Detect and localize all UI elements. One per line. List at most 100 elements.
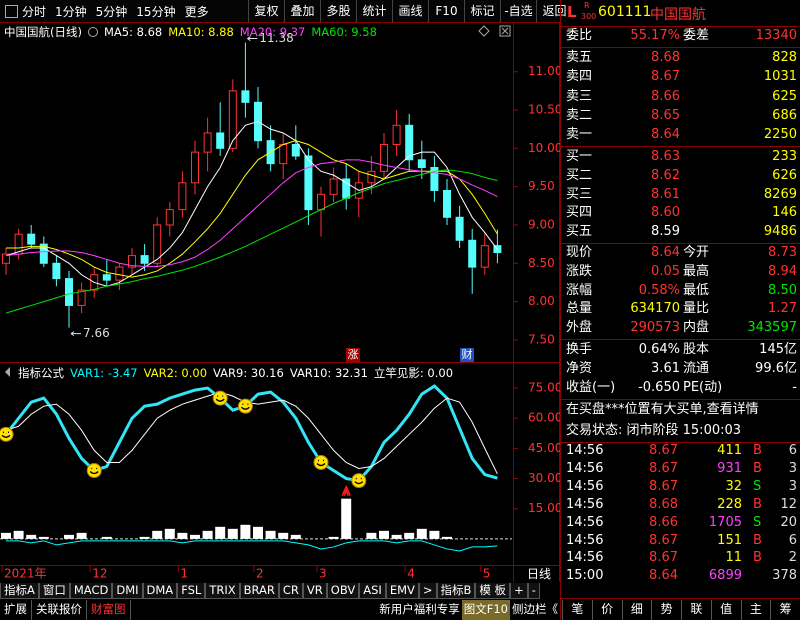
panel-divider [560, 0, 561, 620]
toolbar-button[interactable]: 叠加 [284, 0, 320, 22]
toolbar-button[interactable]: 画线 [392, 0, 428, 22]
indicator-bar [341, 498, 352, 539]
trade-time: 14:56 [566, 460, 604, 476]
event-marker[interactable]: 财 [460, 348, 474, 362]
footer-link[interactable]: 图文F10 [461, 600, 510, 620]
indicator-tab[interactable]: MACD [69, 583, 113, 599]
footer-tab[interactable]: 扩展 [0, 600, 32, 620]
trade-side: B [753, 550, 762, 566]
trade-side: B [753, 496, 762, 512]
indicator-tab[interactable]: > [418, 583, 437, 599]
trade-price: 8.67 [649, 532, 678, 548]
candle-body [329, 178, 338, 195]
indicator-tab[interactable]: 窗口 [38, 583, 70, 599]
side-tab[interactable]: 筹 [770, 600, 800, 620]
x-tick-label: 12 [92, 567, 107, 581]
indicator-tab[interactable]: - [527, 583, 540, 599]
x-tick-label: 3 [319, 567, 327, 581]
indicator-tab[interactable]: FSL [177, 583, 206, 599]
book-volume: 233 [772, 149, 797, 164]
book-price: 8.65 [651, 107, 680, 123]
indicator-tab[interactable]: DMA [142, 583, 178, 599]
period-tab[interactable]: 5分钟 [95, 4, 128, 19]
indicator-tab[interactable]: ASI [359, 583, 386, 599]
indicator-tab[interactable]: 模 板 [475, 583, 511, 599]
diamond-icon[interactable] [478, 25, 490, 37]
quote-value: 1.27 [768, 301, 797, 317]
annotation-arrow [247, 36, 258, 41]
trade-time: 14:56 [566, 496, 604, 512]
candle-body [417, 159, 426, 168]
quote-label: 最低 [683, 282, 710, 298]
side-tab[interactable]: 细 [621, 600, 652, 620]
quote-value: 55.17% [630, 28, 680, 43]
book-label: 卖二 [566, 107, 593, 123]
side-tab[interactable]: 笔 [562, 600, 592, 620]
indicator-bar [1, 532, 11, 539]
side-tab[interactable]: 价 [591, 600, 622, 620]
close-icon[interactable] [499, 25, 511, 37]
side-tab[interactable]: 联 [681, 600, 711, 620]
period-tab[interactable]: 更多 [184, 4, 209, 19]
collapse-icon[interactable] [5, 367, 10, 377]
quote-label: 委比 [566, 28, 593, 43]
indicator-bar [13, 530, 24, 539]
footer-tab[interactable]: 财富图 [87, 600, 131, 620]
settings-icon[interactable] [87, 27, 98, 37]
candle-body [203, 132, 212, 153]
period-tab[interactable]: 分时 [22, 4, 47, 19]
toolbar-button[interactable]: F10 [428, 0, 464, 22]
trade-count: 6 [788, 443, 797, 458]
book-volume: 828 [772, 50, 797, 65]
footer-link[interactable]: 侧边栏《 [512, 602, 558, 616]
indicator-tab[interactable]: TRIX [205, 583, 240, 599]
indicator-tab[interactable]: EMV [385, 583, 419, 599]
indicator-tab[interactable]: DMI [112, 583, 143, 599]
indicator-tab[interactable]: CR [278, 583, 303, 599]
side-tab[interactable]: 主 [740, 600, 771, 620]
separator [561, 26, 800, 27]
indicator-tab[interactable]: + [510, 583, 528, 599]
trade-side: S [753, 514, 762, 530]
event-marker[interactable]: 涨 [346, 348, 360, 362]
y-tick-label: 8.50 [528, 256, 555, 270]
indicator-tab[interactable]: 指标A [0, 583, 39, 599]
trade-time: 14:56 [566, 532, 604, 548]
toolbar-button[interactable]: 标记 [464, 0, 500, 22]
indicator-bar [404, 532, 415, 539]
toolbar-button[interactable]: 统计 [356, 0, 392, 22]
side-tabs: 笔价细势联值主筹 [562, 600, 800, 620]
toolbar-button[interactable]: 复权 [248, 0, 284, 22]
y-tick-label: 30.00 [528, 471, 560, 485]
smiley [313, 454, 329, 470]
x-tick-label: 1 [180, 567, 188, 581]
quote-label: 流通 [683, 361, 710, 376]
footer-link[interactable]: 新用户福利专享 [379, 602, 460, 616]
y-tick-label: 9.00 [528, 217, 555, 231]
smiley-face [240, 403, 250, 410]
footer-tab[interactable]: 关联报价 [32, 600, 87, 620]
book-label: 卖三 [566, 88, 593, 104]
period-tab[interactable]: 1分钟 [55, 4, 87, 19]
quote-label: 总量 [566, 301, 593, 317]
indicator-tab[interactable]: BRAR [239, 583, 279, 599]
separator [561, 598, 800, 599]
separator [561, 47, 800, 48]
indicator-bar [38, 536, 49, 539]
menu-icon[interactable] [5, 5, 18, 18]
quote-value: 0.64% [638, 342, 680, 357]
side-tab[interactable]: 势 [651, 600, 681, 620]
quote-label: 涨跌 [566, 263, 593, 279]
period-tab[interactable]: 15分钟 [136, 4, 176, 19]
y-tick-label: 75.00 [528, 381, 560, 395]
indicator-tab[interactable]: OBV [326, 583, 360, 599]
quote-value: 8.50 [768, 282, 797, 298]
candle-body [140, 255, 149, 264]
book-volume: 146 [772, 205, 797, 221]
trade-side: B [753, 443, 762, 458]
toolbar-button[interactable]: -自选 [500, 0, 536, 22]
indicator-tab[interactable]: 指标B [436, 583, 476, 599]
toolbar-button[interactable]: 多股 [320, 0, 356, 22]
indicator-tab[interactable]: VR [302, 583, 327, 599]
side-tab[interactable]: 值 [710, 600, 741, 620]
